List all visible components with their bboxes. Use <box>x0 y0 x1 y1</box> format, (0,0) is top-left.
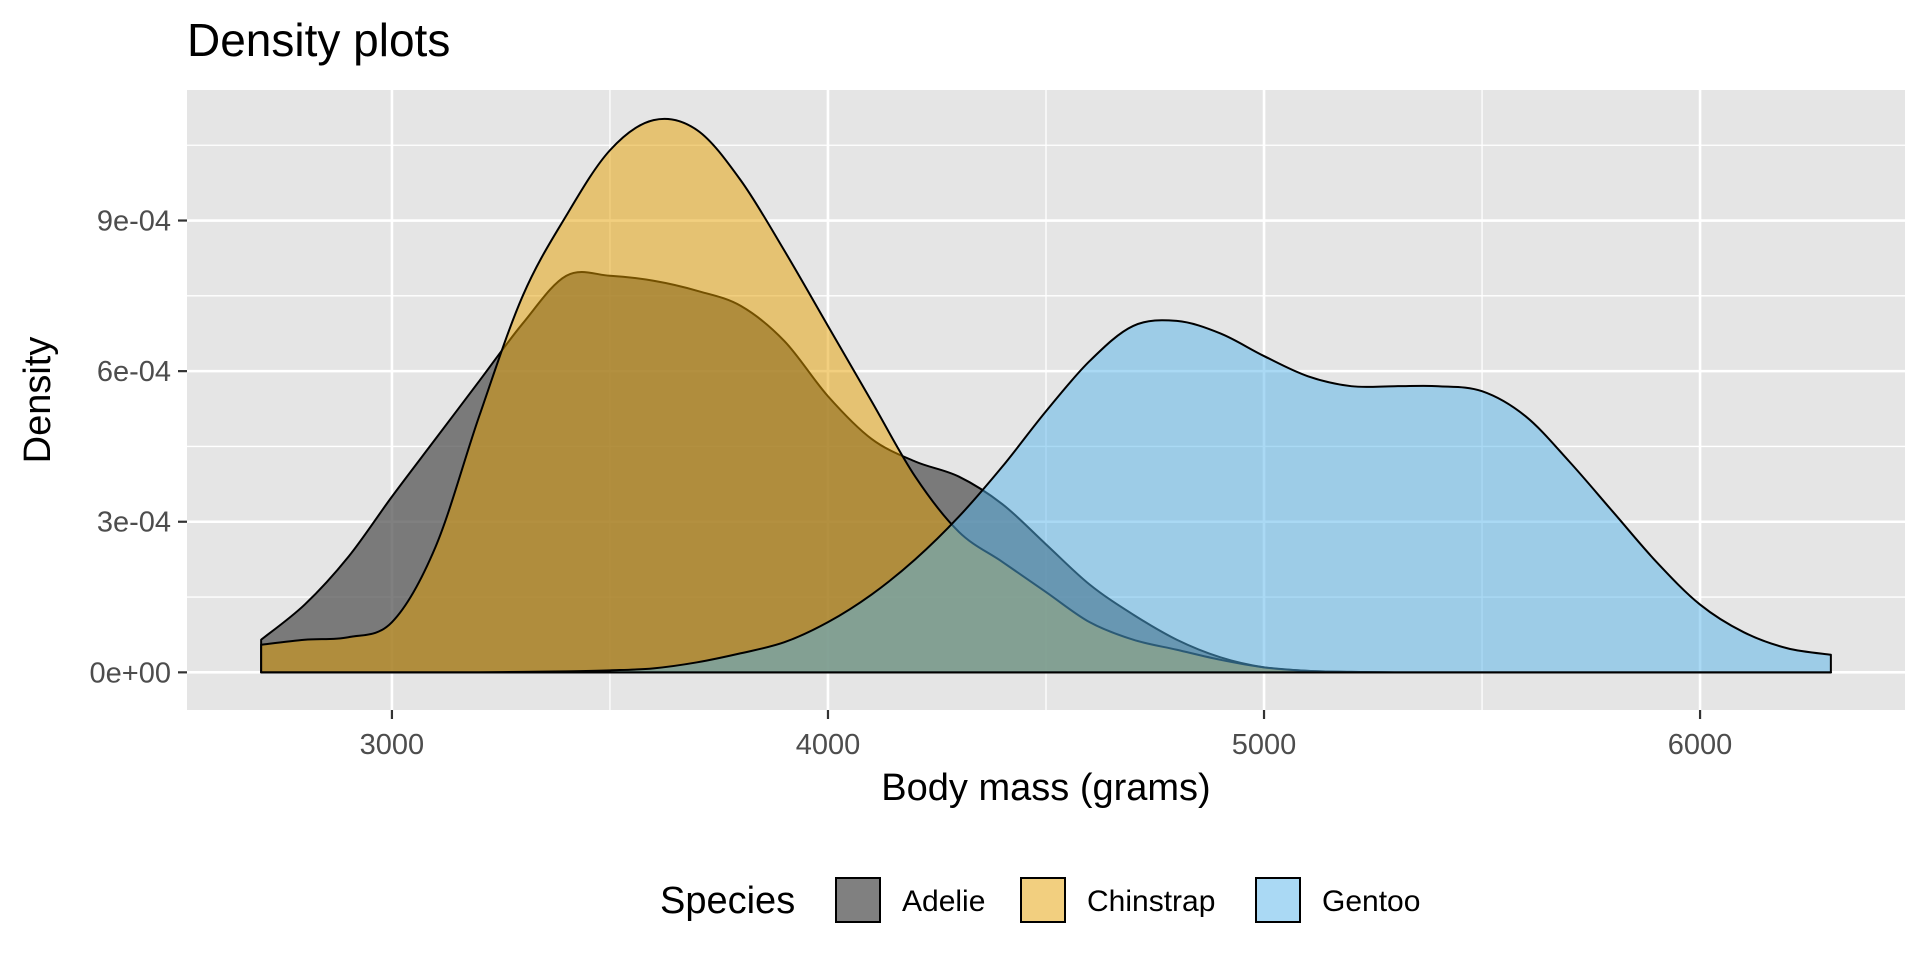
x-tick-label: 6000 <box>1668 729 1733 761</box>
y-axis-ticks: 0e+00 3e-04 6e-04 9e-04 <box>90 206 187 689</box>
chart-title: Density plots <box>187 14 450 66</box>
density-area-gentoo <box>260 319 1832 674</box>
y-tick-label: 6e-04 <box>97 356 171 388</box>
legend-key-adelie <box>835 877 881 923</box>
y-axis-title: Density <box>17 337 59 464</box>
legend-title: Species <box>660 880 795 922</box>
y-tick-label: 9e-04 <box>97 206 171 238</box>
legend-label-chinstrap: Chinstrap <box>1087 885 1215 918</box>
legend-key-gentoo <box>1255 877 1301 923</box>
x-axis-title: Body mass (grams) <box>881 767 1210 809</box>
x-tick-label: 5000 <box>1232 729 1297 761</box>
x-axis-ticks: 3000 4000 5000 6000 <box>360 710 1733 761</box>
legend: Species Adelie Chinstrap Gentoo <box>660 877 1420 923</box>
density-series <box>260 117 1832 674</box>
x-tick-label: 3000 <box>360 729 425 761</box>
legend-label-gentoo: Gentoo <box>1322 885 1420 918</box>
y-tick-label: 0e+00 <box>90 657 171 689</box>
y-tick-label: 3e-04 <box>97 507 171 539</box>
x-tick-label: 4000 <box>796 729 861 761</box>
legend-key-chinstrap <box>1020 877 1066 923</box>
legend-label-adelie: Adelie <box>902 885 985 918</box>
